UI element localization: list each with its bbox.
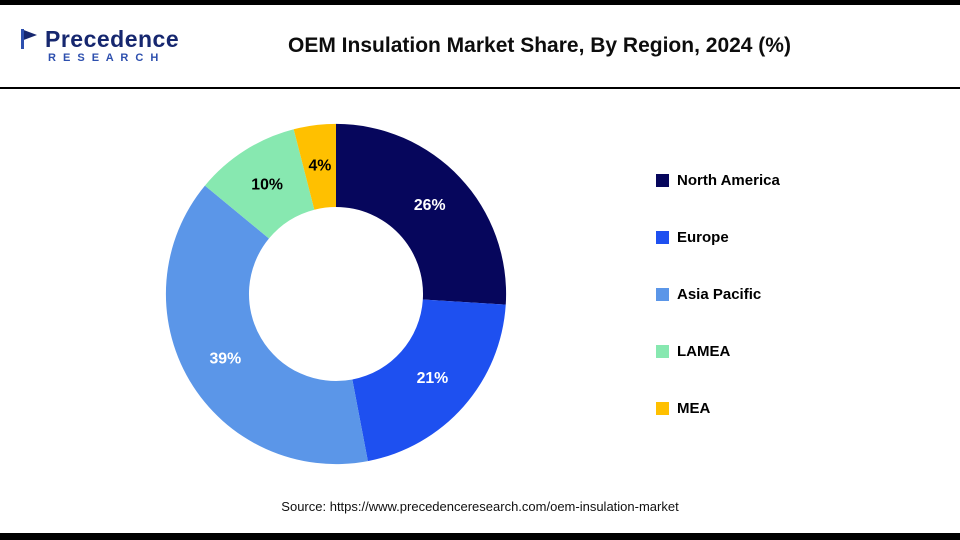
- legend-item-asia-pacific: Asia Pacific: [656, 286, 780, 303]
- legend-item-mea: MEA: [656, 400, 780, 417]
- logo-subtitle: R E S E A R C H: [48, 52, 161, 65]
- slice-label-europe: 21%: [417, 370, 449, 387]
- slice-label-asia-pacific: 39%: [210, 351, 242, 368]
- slice-label-mea: 4%: [308, 158, 331, 175]
- donut-chart: 26% 21% 39% 10% 4%: [165, 123, 507, 465]
- donut-wrap: 26% 21% 39% 10% 4%: [158, 116, 514, 472]
- slice-europe: [352, 299, 506, 462]
- slice-label-north-america: 26%: [414, 197, 446, 214]
- legend-swatch-mea: [656, 401, 669, 415]
- slice-mea: [293, 123, 336, 210]
- footer: Source: https://www.precedenceresearch.c…: [0, 499, 960, 533]
- legend-label-europe: Europe: [677, 228, 729, 246]
- legend-label-asia-pacific: Asia Pacific: [677, 285, 762, 303]
- slice-asia-pacific: [165, 185, 368, 465]
- legend-label-mea: MEA: [677, 399, 711, 417]
- legend-swatch-asia-pacific: [656, 287, 669, 301]
- header: Precedence R E S E A R C H OEM Insulatio…: [0, 5, 960, 89]
- legend-swatch-europe: [656, 230, 669, 244]
- legend-label-north-america: North America: [677, 171, 780, 189]
- source-text: Source: https://www.precedenceresearch.c…: [281, 499, 679, 514]
- slice-north-america: [336, 123, 507, 305]
- legend-swatch-north-america: [656, 173, 669, 187]
- chart-title: OEM Insulation Market Share, By Region, …: [288, 34, 791, 57]
- logo-name: Precedence: [45, 26, 180, 53]
- legend: North America Europe Asia Pacific LAMEA MEA: [656, 132, 780, 457]
- logo-flag-icon: [21, 29, 37, 50]
- precedence-research-logo: Precedence R E S E A R C H: [18, 27, 233, 65]
- slice-label-lamea: 10%: [251, 177, 283, 194]
- slice-lamea: [204, 129, 315, 239]
- legend-item-europe: Europe: [656, 229, 780, 246]
- chart-area: 26% 21% 39% 10% 4% North America Europe Asia P…: [0, 89, 960, 499]
- legend-item-lamea: LAMEA: [656, 343, 780, 360]
- legend-item-north-america: North America: [656, 172, 780, 189]
- legend-label-lamea: LAMEA: [677, 342, 731, 360]
- legend-swatch-lamea: [656, 344, 669, 358]
